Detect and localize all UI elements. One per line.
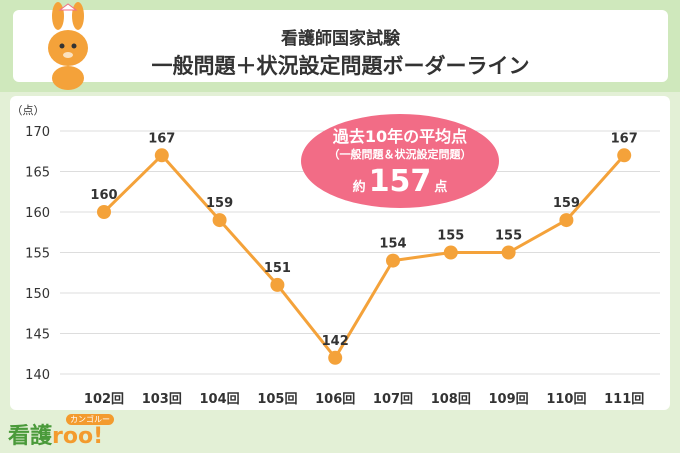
data-label: 159 <box>206 196 233 211</box>
y-tick-label: 145 <box>25 328 50 343</box>
data-label: 154 <box>379 237 406 252</box>
data-point <box>97 205 111 219</box>
x-tick-label: 110回 <box>546 392 586 407</box>
badge-suffix: 点 <box>434 180 448 195</box>
data-point <box>443 245 458 260</box>
data-point <box>386 253 400 268</box>
y-tick-label: 150 <box>25 287 50 302</box>
x-tick-label: 108回 <box>431 392 471 407</box>
brand-roo: roo! <box>52 424 104 449</box>
data-label: 142 <box>322 334 349 349</box>
y-tick-label: 140 <box>25 368 50 383</box>
average-badge: 過去10年の平均点 （一般問題＆状況設定問題） 約 157 点 <box>300 113 500 209</box>
data-point <box>328 350 343 365</box>
badge-title: 過去10年の平均点 <box>332 127 468 146</box>
badge-value: 157 <box>368 164 432 199</box>
data-point <box>617 148 632 163</box>
data-point <box>154 148 169 163</box>
page-title: 看護師国家試験 <box>281 29 400 49</box>
badge-ellipse <box>301 114 499 208</box>
x-tick-label: 103回 <box>142 392 182 407</box>
x-tick-label: 106回 <box>315 392 355 407</box>
badge-prefix: 約 <box>352 180 366 195</box>
header-band: 看護師国家試験 一般問題＋状況設定問題ボーダーライン <box>0 0 680 92</box>
x-tick-label: 105回 <box>257 392 297 407</box>
y-tick-label: 170 <box>25 125 50 140</box>
x-tick-label: 109回 <box>489 392 529 407</box>
badge-value-row: 約 157 点 <box>300 164 500 199</box>
brand-sub: カンゴルー <box>66 414 114 425</box>
data-point <box>559 213 574 228</box>
data-label: 167 <box>611 131 638 146</box>
data-label: 167 <box>148 131 175 146</box>
data-label: 151 <box>264 261 291 276</box>
x-tick-label: 111回 <box>604 392 644 407</box>
brand-name: 看護 <box>8 424 53 449</box>
page-subtitle: 一般問題＋状況設定問題ボーダーライン <box>151 54 530 78</box>
data-label: 160 <box>90 188 117 203</box>
y-tick-label: 155 <box>25 247 50 262</box>
data-label: 155 <box>495 229 522 244</box>
title-box: 看護師国家試験 一般問題＋状況設定問題ボーダーライン <box>13 10 668 82</box>
x-tick-label: 102回 <box>84 392 124 407</box>
series-line <box>102 153 626 360</box>
kangaroo-mascot-icon <box>48 2 88 90</box>
data-label: 159 <box>553 196 580 211</box>
data-point <box>501 245 516 260</box>
brand-logo: 看護roo! カンゴルー <box>8 414 114 449</box>
y-tick-label: 160 <box>25 206 50 221</box>
y-tick-label: 165 <box>25 166 50 181</box>
y-axis-label: （点） <box>12 104 45 117</box>
badge-subtitle: （一般問題＆状況設定問題） <box>328 148 472 161</box>
data-point <box>270 277 285 292</box>
x-tick-label: 107回 <box>373 392 413 407</box>
data-label: 155 <box>437 229 464 244</box>
x-tick-label: 104回 <box>200 392 240 407</box>
data-point <box>212 213 227 228</box>
